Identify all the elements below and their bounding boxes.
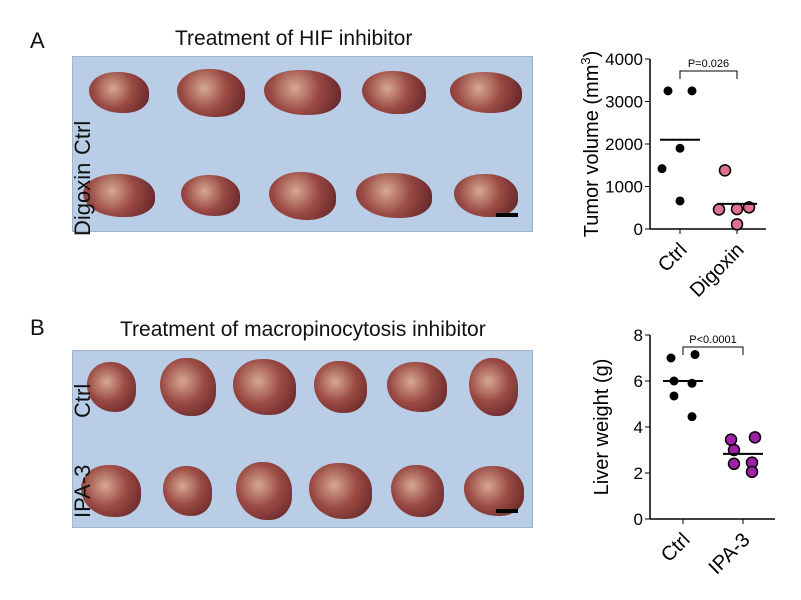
liver-specimen [86,362,136,412]
data-point [687,412,697,422]
liver-weight-chart: 0 2 4 6 8 Liver weight (g) Ctrl IPA-3 P<0.0001 [591,326,775,579]
liver-specimen [390,464,444,518]
liver-specimen [159,358,216,416]
liver-specimen [232,359,296,415]
liver-specimen [82,173,155,218]
p-value-label: P=0.026 [688,58,729,70]
y-tick-label: 2000 [605,135,643,154]
panel-label-a: A [30,28,45,53]
x-tick-label-ctrl: Ctrl [654,239,692,277]
data-point [663,86,673,96]
y-axis-label: Liver weight (g) [591,359,613,496]
data-point [727,457,741,471]
data-point [690,350,700,360]
x-tick-label-ctrl: Ctrl [657,529,695,567]
liver-specimen [387,362,448,412]
data-point [675,196,685,206]
x-tick-label-ipa-3: IPA-3 [705,529,755,579]
data-point [724,433,738,446]
liver-specimen [469,358,519,416]
data-point [748,431,762,444]
liver-specimen [454,173,518,218]
panel-label-b: B [30,315,45,340]
liver-specimen [362,70,427,115]
panel-b-row-ipa3: IPA-3 [70,464,95,518]
data-point [669,391,679,401]
data-point [657,164,667,174]
liver-specimen [356,172,433,219]
y-tick-label: 1000 [605,178,643,197]
panel-b-row-ctrl: Ctrl [70,383,95,418]
y-axis-label: Tumor volume (mm3) [578,51,603,238]
data-point [745,465,759,479]
y-tick-label: 4 [634,418,643,437]
liver-specimen [450,72,523,113]
panel-a-row-ctrl: Ctrl [70,120,95,155]
liver-specimen [180,175,241,216]
y-tick-label: 0 [634,220,643,239]
scale-bar [496,509,518,513]
data-point [730,202,744,216]
significance-bracket [682,346,744,355]
liver-specimen [163,466,213,516]
data-point [730,218,744,231]
significance-bracket [679,70,738,79]
liver-specimen [176,68,245,117]
data-point [718,164,732,177]
panel-a-title: Treatment of HIF inhibitor [175,27,413,50]
data-point [727,443,741,457]
y-tick-label: 3000 [605,93,643,112]
liver-specimen [314,360,368,414]
y-tick-label: 0 [634,510,643,529]
panel-a-row-digoxin: Digoxin [70,162,95,236]
data-point [675,143,685,153]
liver-specimen [309,463,373,519]
liver-specimen [236,462,293,520]
x-tick-label-digoxin: Digoxin [686,239,749,302]
panel-b-liver-photo [72,350,533,528]
panel-b-title: Treatment of macropinocytosis inhibitor [120,318,486,341]
data-point [687,86,697,96]
y-tick-label: 8 [634,326,643,345]
y-tick-label: 2 [634,464,643,483]
scale-bar [496,213,518,217]
panel-a-liver-photo [72,56,533,232]
y-tick-label: 6 [634,372,643,391]
p-value-label: P<0.0001 [689,334,736,346]
data-point [712,203,726,216]
y-tick-label: 4000 [605,50,643,69]
liver-specimen [463,466,524,516]
liver-specimen [268,171,337,220]
data-point [666,353,676,363]
liver-specimen [89,72,149,113]
liver-specimen [81,464,142,518]
liver-specimen [264,69,341,116]
